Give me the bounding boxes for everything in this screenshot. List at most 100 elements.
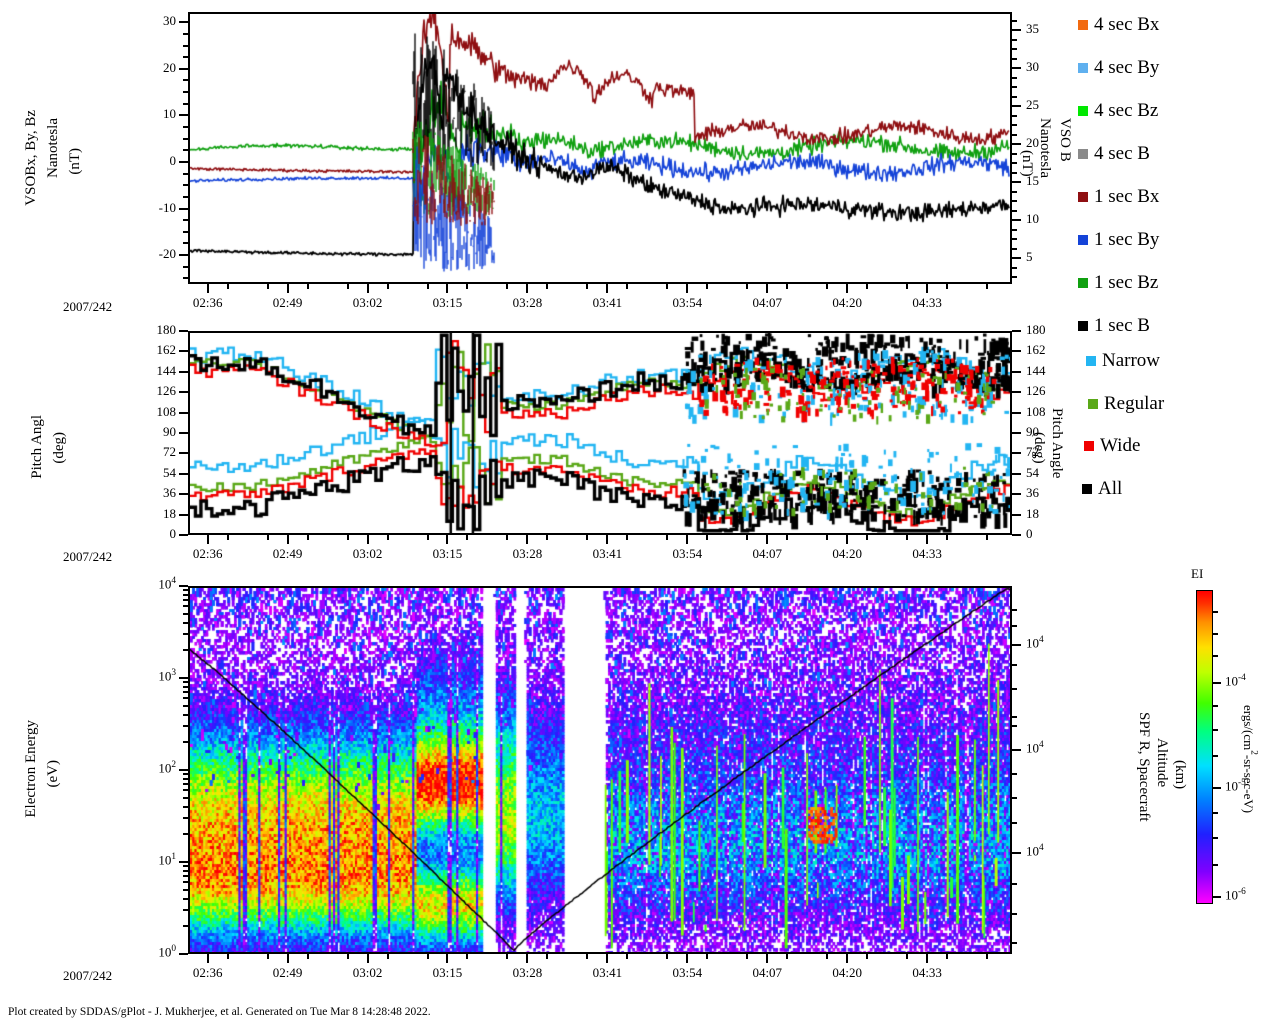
panel-electron-energy-spectrogram	[188, 586, 1012, 954]
axis-tick	[266, 535, 269, 540]
axis-tick	[183, 605, 188, 608]
axis-tick	[346, 535, 349, 540]
axis-tick	[526, 954, 529, 963]
axis-tick	[706, 535, 709, 540]
axis-tick	[1012, 608, 1017, 611]
axis-tick	[183, 773, 188, 776]
axis-tick	[179, 432, 188, 434]
panel-magnetic-field	[188, 12, 1012, 284]
legend-item-4-sec-bx[interactable]: 4 sec Bx	[1078, 14, 1159, 36]
axis-tick	[546, 954, 549, 959]
panel3-ytick-1e0: 100	[158, 944, 176, 960]
axis-tick	[183, 925, 188, 928]
legend-item-4-sec-by[interactable]: 4 sec By	[1078, 57, 1159, 79]
axis-tick	[183, 44, 188, 47]
axis-tick	[183, 102, 188, 105]
axis-tick	[183, 599, 188, 602]
panel2-xtick-03-54: 03:54	[672, 546, 703, 561]
axis-tick	[183, 865, 188, 868]
panel3-right-axis-title-3: (km)	[1172, 760, 1188, 790]
axis-tick	[1213, 681, 1221, 684]
axis-tick	[183, 697, 188, 700]
pitch-angle-plot-canvas	[190, 333, 1010, 533]
axis-tick	[179, 254, 188, 257]
legend-item-narrow[interactable]: Narrow	[1086, 350, 1160, 372]
panel2-ytick-90: 90	[163, 424, 176, 439]
axis-tick	[183, 741, 188, 744]
legend-swatch-icon	[1078, 149, 1088, 159]
axis-tick	[986, 535, 989, 540]
axis-tick	[1012, 724, 1017, 727]
axis-tick	[1213, 632, 1218, 635]
axis-tick	[826, 535, 829, 540]
axis-tick	[183, 137, 188, 140]
axis-tick	[366, 954, 369, 963]
legend-item-1-sec-bx[interactable]: 1 sec Bx	[1078, 186, 1159, 208]
axis-tick	[906, 954, 909, 959]
axis-tick	[183, 589, 188, 592]
axis-tick	[586, 535, 589, 540]
axis-tick	[206, 284, 209, 293]
panel3-xtick-03-02: 03:02	[352, 965, 383, 980]
axis-tick	[1012, 432, 1021, 434]
panel3-xtick-03-28: 03:28	[512, 965, 543, 980]
axis-tick	[386, 284, 389, 289]
legend-item-1-sec-b[interactable]: 1 sec B	[1078, 315, 1150, 337]
legend-swatch-icon	[1078, 321, 1088, 331]
panel2-ytick-36: 36	[163, 485, 176, 501]
axis-tick	[1012, 276, 1017, 279]
legend-item-1-sec-bz[interactable]: 1 sec Bz	[1078, 272, 1158, 294]
panel1-xtick-04-20: 04:20	[832, 295, 862, 310]
axis-tick	[179, 21, 188, 24]
axis-tick	[183, 633, 188, 636]
axis-tick	[866, 284, 869, 289]
axis-tick	[1012, 29, 1021, 32]
axis-tick	[1012, 266, 1017, 269]
legend-swatch-icon	[1078, 20, 1088, 30]
tick-exponent: 1	[171, 852, 176, 862]
axis-tick	[286, 535, 289, 544]
axis-tick	[1012, 472, 1021, 475]
panel3-xtick-02-49: 02:49	[272, 965, 303, 980]
legend-item-wide[interactable]: Wide	[1084, 435, 1140, 457]
axis-tick	[266, 954, 269, 959]
axis-tick	[286, 954, 289, 963]
panel2-ytick-18: 18	[163, 505, 176, 521]
panel2-xtick-02-36: 02:36	[192, 546, 223, 561]
legend-item-label: 4 sec By	[1094, 57, 1160, 78]
axis-tick	[183, 691, 188, 694]
axis-tick	[666, 954, 669, 959]
legend-item-all[interactable]: All	[1082, 478, 1122, 500]
axis-tick	[183, 888, 188, 891]
axis-tick	[183, 649, 188, 652]
legend-item-4-sec-b[interactable]: 4 sec B	[1078, 143, 1150, 165]
axis-tick	[346, 954, 349, 959]
axis-tick	[706, 284, 709, 289]
panel2-y2tick-36: 36	[1026, 485, 1039, 501]
axis-tick	[183, 149, 188, 152]
axis-tick	[766, 284, 769, 293]
legend-item-regular[interactable]: Regular	[1088, 393, 1164, 415]
axis-tick	[226, 535, 229, 540]
axis-tick	[1012, 625, 1017, 628]
panel2-y2tick-0: 0	[1026, 526, 1033, 541]
panel1-xtick-03-02: 03:02	[352, 295, 383, 310]
axis-tick	[1213, 786, 1221, 789]
axis-tick	[746, 954, 749, 959]
panel2-left-axis-title-1: Pitch Angl	[29, 415, 45, 479]
panel1-right-axis-title-1: VSO B	[1057, 118, 1073, 162]
axis-tick	[586, 954, 589, 959]
axis-tick	[606, 535, 609, 544]
axis-tick	[1012, 143, 1021, 146]
axis-tick	[846, 535, 849, 544]
panel2-ytick-180: 180	[156, 322, 177, 337]
legend-item-1-sec-by[interactable]: 1 sec By	[1078, 229, 1159, 251]
panel2-ytick-108: 108	[156, 403, 177, 419]
axis-tick	[1012, 38, 1017, 41]
legend-item-4-sec-bz[interactable]: 4 sec Bz	[1078, 100, 1158, 122]
legend-swatch-icon	[1078, 235, 1088, 245]
tick-exponent: -5	[1238, 777, 1246, 788]
axis-tick	[386, 954, 389, 959]
axis-tick	[746, 284, 749, 289]
axis-tick	[1012, 411, 1021, 414]
